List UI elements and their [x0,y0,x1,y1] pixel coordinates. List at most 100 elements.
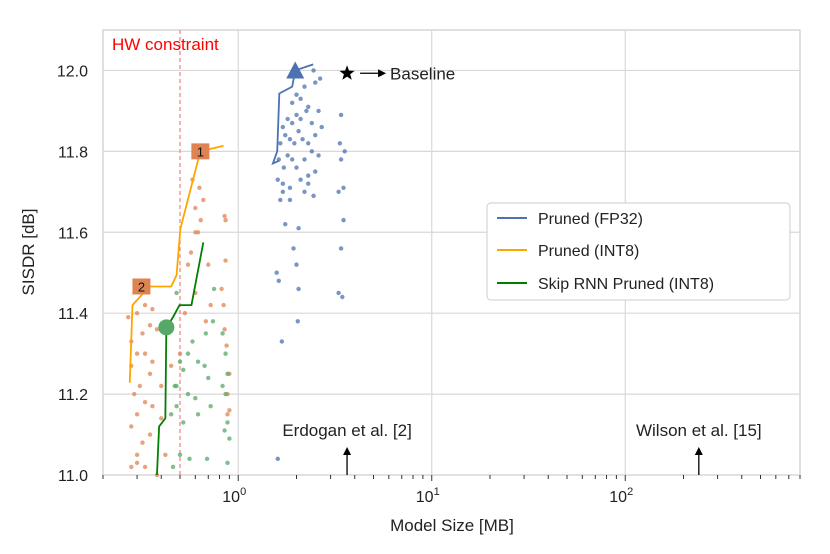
data-point [219,286,224,292]
data-point [140,440,145,445]
data-point [316,153,321,158]
data-point [296,226,301,231]
data-point [129,464,134,470]
data-point [295,319,300,324]
data-point [193,230,198,235]
data-point [296,286,301,292]
data-point [177,359,183,364]
x-axis-title: Model Size [MB] [390,516,514,535]
data-point [306,104,311,110]
baseline-star-icon [339,65,355,80]
data-point [298,96,303,101]
data-point [147,323,153,328]
data-point [294,112,299,118]
data-point [150,359,155,364]
data-point [298,116,303,122]
data-point [289,100,295,106]
data-point [185,351,191,356]
data-point [206,375,211,381]
data-point [198,217,203,223]
y-tick-label: 11.4 [58,306,88,323]
data-point [309,120,315,126]
data-point [280,124,286,130]
data-point [201,197,206,203]
data-point [132,391,137,397]
data-point [188,250,194,255]
skip-circle-marker [158,319,175,336]
data-point [223,351,228,356]
data-point [275,177,280,182]
data-point [225,412,230,417]
data-point [204,456,210,462]
data-point [227,408,232,413]
data-point [306,173,311,178]
data-point [227,436,232,441]
data-point [221,302,226,308]
data-point [195,359,201,364]
data-point [294,92,299,97]
data-point [304,108,309,114]
data-point [289,157,295,162]
data-point [280,181,286,186]
data-point [285,153,290,158]
data-point [311,193,316,199]
data-point [170,464,176,470]
data-point [225,420,230,425]
data-point [181,420,186,425]
data-point [276,278,281,284]
data-point [316,108,321,114]
data-point [182,310,188,316]
data-point [306,141,311,146]
data-point [211,286,217,292]
data-point [163,452,168,457]
data-point [206,262,211,267]
fp32-triangle-marker [286,61,305,79]
data-point [223,217,228,223]
data-point [203,331,209,336]
data-point [287,185,293,190]
data-point [298,177,303,182]
int8-label-box [132,278,151,295]
data-point [291,246,296,251]
data-point [278,197,283,203]
data-point [283,132,288,138]
data-point [294,262,299,267]
data-point [317,76,323,81]
data-point [294,165,299,170]
data-point [142,302,148,308]
data-point [306,181,311,186]
data-point [223,258,228,263]
data-point [147,432,153,437]
legend-frame [486,202,791,301]
data-point [137,383,143,389]
x-tick-label: 101 [416,486,440,506]
data-point [159,383,164,389]
data-point [142,464,148,470]
data-point [222,327,227,332]
data-point [134,452,140,457]
data-point [313,132,318,138]
erdogan-arrowhead [343,447,352,455]
y-tick-label: 11.8 [58,144,88,161]
data-point [341,185,346,190]
data-point [193,205,198,211]
wilson-label: Wilson et al. [15] [636,421,762,440]
data-point [313,80,318,85]
data-point [134,460,140,466]
data-point [177,351,183,356]
data-point [174,290,179,296]
data-point [195,412,201,417]
y-tick-label: 11.0 [58,468,88,485]
data-point [193,395,198,401]
data-point [336,189,341,195]
data-point [168,412,174,417]
y-tick-label: 11.2 [58,387,88,404]
data-point [285,116,290,122]
data-point [208,302,213,308]
data-point [225,460,230,466]
data-point [177,452,183,457]
int8-label-box [191,143,210,160]
y-axis-title: SISDR [dB] [19,209,38,296]
data-point [224,343,229,348]
data-point [336,290,341,296]
